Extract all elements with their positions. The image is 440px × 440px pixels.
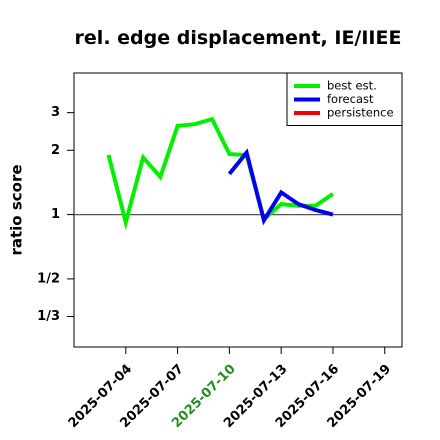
legend-label: best est. — [327, 79, 377, 93]
y-axis-label-group: ratio score — [8, 164, 26, 255]
series-line-forecast — [227, 148, 334, 226]
y-tick-label: 1/2 — [37, 271, 60, 286]
y-tick-label: 2 — [51, 143, 60, 158]
series-line-best-est — [106, 116, 335, 231]
y-axis: 3 2 1 1/2 1/3 — [37, 105, 74, 324]
y-axis-label: ratio score — [8, 164, 26, 255]
y-tick-label: 1/3 — [37, 309, 60, 324]
y-tick-label: 3 — [51, 105, 60, 120]
x-axis: 2025-07-042025-07-072025-07-102025-07-13… — [66, 347, 394, 431]
chart-title: rel. edge displacement, IE/IIEE — [75, 27, 402, 49]
series-layer — [106, 116, 335, 231]
y-tick-label: 1 — [51, 207, 60, 222]
legend-label: forecast — [327, 92, 374, 106]
plot-area-frame — [73, 72, 403, 348]
legend-label: persistence — [327, 106, 394, 120]
